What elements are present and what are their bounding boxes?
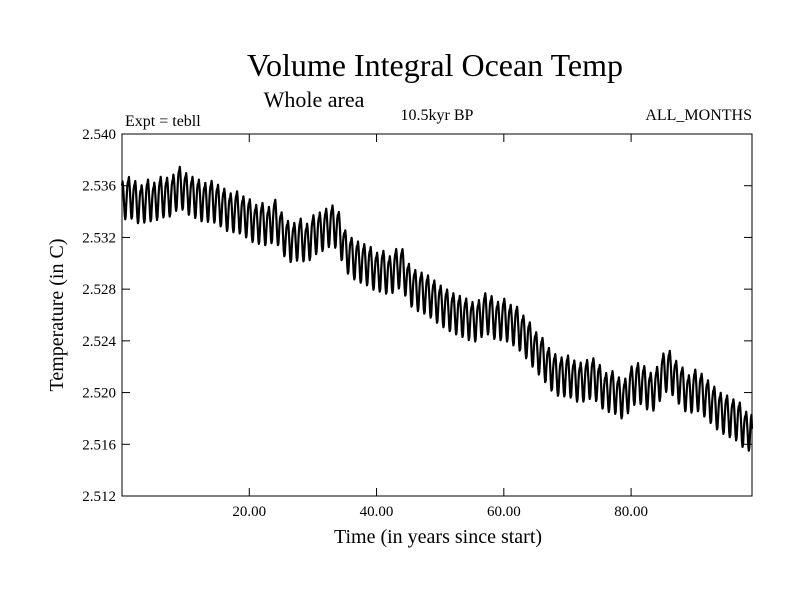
x-axis-label: Time (in years since start) bbox=[334, 526, 542, 548]
y-tick-label: 2.536 bbox=[82, 179, 116, 195]
y-axis-ticks: 2.512 2.516 2.520 2.524 2.528 2.532 2.536 2.540 bbox=[82, 127, 752, 505]
chart-title: Volume Integral Ocean Temp bbox=[247, 47, 623, 83]
y-tick-label: 2.528 bbox=[82, 282, 116, 298]
chart-subtitle: Whole area bbox=[264, 87, 365, 112]
y-tick-label: 2.512 bbox=[82, 489, 116, 505]
x-axis-ticks: 20.00 40.00 60.00 80.00 bbox=[232, 134, 648, 520]
months-label: ALL_MONTHS bbox=[645, 107, 752, 124]
y-tick-label: 2.524 bbox=[82, 334, 116, 350]
y-tick-label: 2.520 bbox=[82, 386, 116, 402]
y-tick-label: 2.532 bbox=[82, 230, 116, 246]
temperature-series-line bbox=[120, 165, 754, 452]
experiment-label: Expt = tebll bbox=[125, 113, 201, 130]
x-tick-label: 20.00 bbox=[232, 504, 266, 520]
x-tick-label: 40.00 bbox=[360, 504, 394, 520]
plot-frame bbox=[121, 133, 753, 497]
x-tick-label: 60.00 bbox=[487, 504, 521, 520]
y-axis-label: Temperature (in C) bbox=[46, 239, 68, 392]
period-label: 10.5kyr BP bbox=[401, 107, 474, 124]
y-tick-label: 2.540 bbox=[82, 127, 116, 143]
x-tick-label: 80.00 bbox=[614, 504, 648, 520]
y-tick-label: 2.516 bbox=[82, 437, 116, 453]
